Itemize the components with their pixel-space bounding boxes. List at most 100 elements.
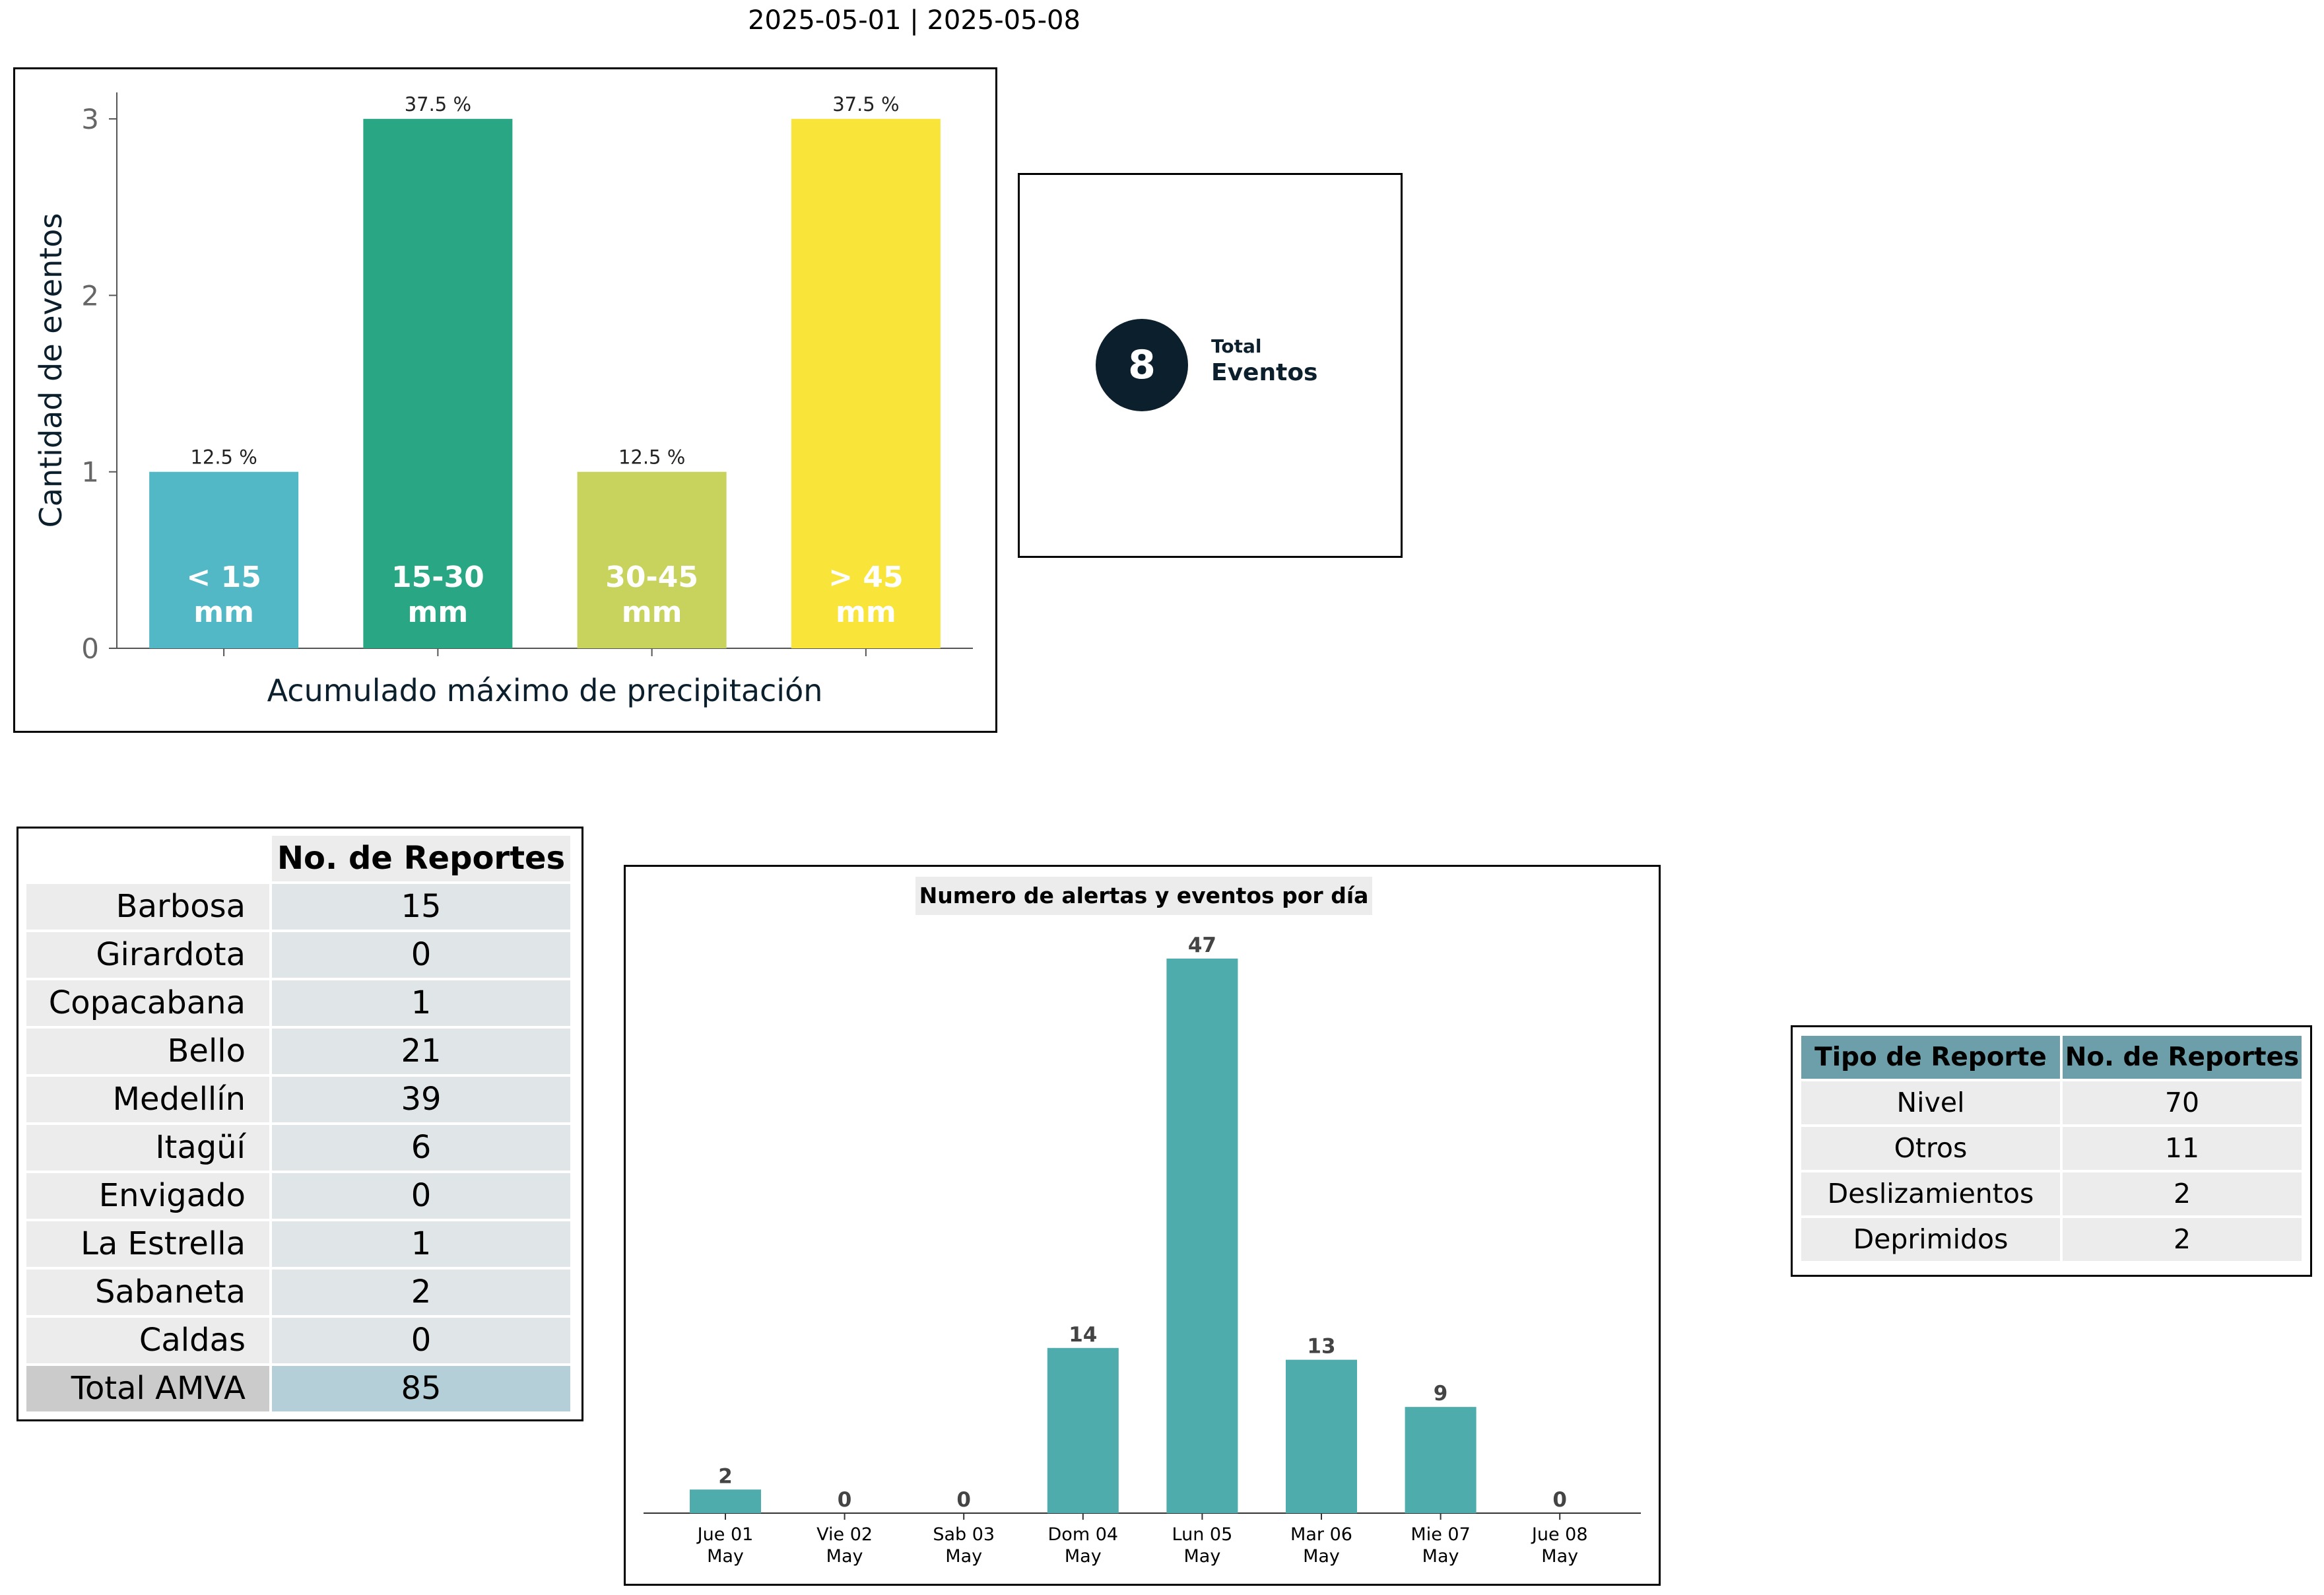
total-count: 85 [272, 1366, 570, 1411]
municipio-name: Bello [26, 1029, 269, 1074]
x-tick-label: May [1065, 1546, 1102, 1567]
table-total-row: Total AMVA 85 [26, 1366, 570, 1411]
table-row: Deprimidos 2 [1801, 1218, 2302, 1261]
bar-value-label: 37.5 % [405, 93, 471, 116]
tipo-count: 2 [2063, 1172, 2302, 1215]
table-row: Copacabana 1 [26, 980, 570, 1026]
bar-value-label: 9 [1434, 1382, 1448, 1406]
total-label: Total AMVA [26, 1366, 269, 1411]
bar-value-label: 0 [1552, 1488, 1567, 1512]
municipio-count: 1 [272, 980, 570, 1026]
chart-title-box: Numero de alertas y eventos por día [915, 877, 1372, 915]
x-tick-label: Jue 01 [696, 1524, 754, 1545]
municipio-count: 0 [272, 932, 570, 978]
tipo-count: 11 [2063, 1127, 2302, 1170]
table-row: Otros 11 [1801, 1127, 2302, 1170]
table-header-row: Tipo de Reporte No. de Reportes [1801, 1036, 2302, 1079]
municipio-name: La Estrella [26, 1221, 269, 1267]
chart-title-background [915, 877, 1372, 915]
bar-value-label: 0 [838, 1488, 852, 1512]
municipio-count: 0 [272, 1173, 570, 1219]
bar [1286, 1359, 1357, 1513]
bar [1047, 1347, 1119, 1513]
table-header-row: No. de Reportes [26, 836, 570, 881]
table-row: Caldas 0 [26, 1318, 570, 1363]
column-header: No. de Reportes [272, 836, 570, 881]
municipio-name: Sabaneta [26, 1270, 269, 1315]
municipio-name: Medellín [26, 1077, 269, 1122]
bar-value-label: 2 [718, 1464, 733, 1488]
y-tick-label: 1 [81, 456, 99, 489]
category-label: mm [408, 595, 469, 629]
bar-value-label: 37.5 % [832, 93, 899, 116]
x-tick-label: Vie 02 [816, 1524, 873, 1545]
x-tick-label: Mar 06 [1290, 1524, 1352, 1545]
municipio-name: Itagüí [26, 1125, 269, 1171]
kpi-label-big: Eventos [1211, 359, 1318, 386]
category-label: mm [193, 595, 254, 629]
municipio-name: Girardota [26, 932, 269, 978]
category-label: < 15 [186, 560, 261, 594]
table-row: Medellín 39 [26, 1077, 570, 1122]
municipio-count: 2 [272, 1270, 570, 1315]
daily-chart: Numero de alertas y eventos por día 2 Jue … [644, 877, 1641, 1567]
kpi-total-value: 8 [1096, 319, 1188, 411]
bar [577, 471, 727, 648]
tipo-name: Otros [1801, 1127, 2060, 1170]
x-tick-label: May [1183, 1546, 1220, 1567]
bar [791, 119, 941, 649]
table-row: Deslizamientos 2 [1801, 1172, 2302, 1215]
municipios-table: No. de Reportes Barbosa 15 Girardota 0 Cop… [26, 836, 570, 1414]
municipio-name: Copacabana [26, 980, 269, 1026]
x-tick-label: May [945, 1546, 982, 1567]
bar-value-label: 0 [956, 1488, 971, 1512]
table-row: Envigado 0 [26, 1173, 570, 1219]
tipo-name: Deslizamientos [1801, 1172, 2060, 1215]
municipio-count: 6 [272, 1125, 570, 1171]
municipio-name: Caldas [26, 1318, 269, 1363]
table-row: Itagüí 6 [26, 1125, 570, 1171]
kpi-label-small: Total [1211, 335, 1262, 357]
bar-value-label: 12.5 % [190, 446, 257, 469]
municipio-count: 1 [272, 1221, 570, 1267]
bar-value-label: 47 [1188, 933, 1216, 957]
x-tick-label: May [826, 1546, 863, 1567]
x-tick-label: Lun 05 [1172, 1524, 1233, 1545]
tipo-count: 70 [2063, 1081, 2302, 1124]
x-tick-label: Dom 04 [1048, 1524, 1119, 1545]
bar-value-label: 12.5 % [618, 446, 685, 469]
y-axis-label: Cantidad de eventos [33, 213, 69, 528]
bar [149, 471, 299, 648]
bar [1405, 1407, 1477, 1513]
table-row: Girardota 0 [26, 932, 570, 978]
category-label: mm [836, 595, 896, 629]
x-tick-label: Sab 03 [933, 1524, 995, 1545]
column-header: Tipo de Reporte [1801, 1036, 2060, 1079]
x-tick-label: Jue 08 [1531, 1524, 1588, 1545]
municipio-count: 21 [272, 1029, 570, 1074]
bar [690, 1489, 761, 1513]
category-label: > 45 [828, 560, 903, 594]
tipo-reporte-table: Tipo de Reporte No. de Reportes Nivel 70 … [1801, 1036, 2302, 1264]
x-tick-label: Mie 07 [1411, 1524, 1470, 1545]
y-tick-label: 0 [81, 632, 99, 665]
x-tick-label: May [1422, 1546, 1459, 1567]
x-tick-label: May [1303, 1546, 1340, 1567]
table-row: Bello 21 [26, 1029, 570, 1074]
category-label: 15-30 [391, 560, 484, 594]
x-tick-label: May [707, 1546, 744, 1567]
category-label: 30-45 [605, 560, 698, 594]
x-tick-label: May [1541, 1546, 1578, 1567]
tipo-name: Nivel [1801, 1081, 2060, 1124]
tipo-count: 2 [2063, 1218, 2302, 1261]
kpi-panel [1018, 173, 1403, 558]
table-row: Barbosa 15 [26, 884, 570, 930]
table-row: La Estrella 1 [26, 1221, 570, 1267]
period-title: 2025-05-01 | 2025-05-08 [748, 5, 1080, 36]
chart-title: Numero de alertas y eventos por día [919, 883, 1369, 908]
table-row: Sabaneta 2 [26, 1270, 570, 1315]
bar [1166, 959, 1238, 1513]
bar-value-label: 14 [1069, 1323, 1097, 1347]
municipio-count: 39 [272, 1077, 570, 1122]
